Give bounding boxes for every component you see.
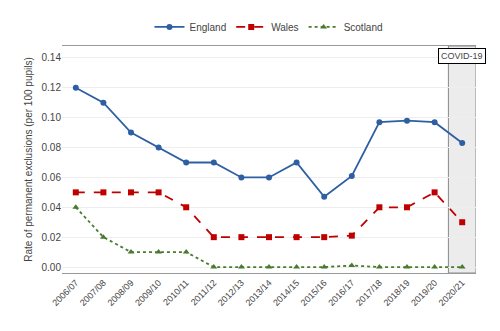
svg-text:England: England [190,22,227,33]
svg-text:0.06: 0.06 [42,172,62,183]
svg-text:2013/14: 2013/14 [244,278,274,308]
svg-text:0.08: 0.08 [42,142,62,153]
svg-text:2015/16: 2015/16 [299,278,329,308]
svg-text:2019/20: 2019/20 [409,278,439,308]
svg-text:2009/10: 2009/10 [133,278,163,308]
svg-text:0.10: 0.10 [42,112,62,123]
svg-text:2018/19: 2018/19 [382,278,412,308]
svg-text:2014/15: 2014/15 [271,278,301,308]
svg-text:2017/18: 2017/18 [354,278,384,308]
svg-text:0.02: 0.02 [42,232,62,243]
svg-text:2011/12: 2011/12 [189,278,219,308]
svg-text:2010/11: 2010/11 [161,278,191,308]
svg-text:2007/08: 2007/08 [78,278,108,308]
svg-text:COVID-19: COVID-19 [441,51,483,61]
svg-text:0.12: 0.12 [42,82,62,93]
svg-text:2006/07: 2006/07 [50,278,80,308]
svg-text:2012/13: 2012/13 [216,278,246,308]
svg-text:0.14: 0.14 [42,52,62,63]
svg-text:Rate of permanent exclusions (: Rate of permanent exclusions (per 100 pu… [23,57,34,262]
svg-text:2008/09: 2008/09 [106,278,136,308]
svg-text:2016/17: 2016/17 [326,278,356,308]
svg-text:Wales: Wales [271,22,298,33]
svg-text:0.00: 0.00 [42,262,62,273]
svg-text:0.04: 0.04 [42,202,62,213]
svg-text:2020/21: 2020/21 [437,278,467,308]
svg-text:Scotland: Scotland [344,22,383,33]
